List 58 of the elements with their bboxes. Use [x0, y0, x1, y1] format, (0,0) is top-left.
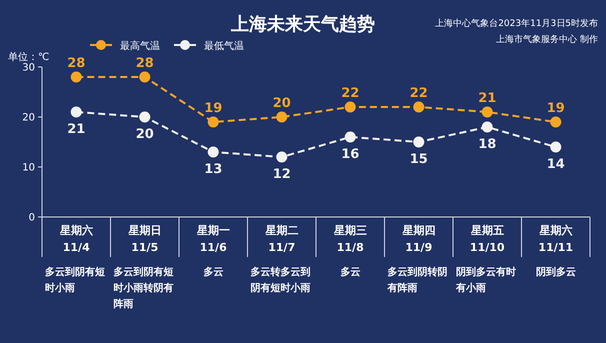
data-label: 15 — [410, 152, 428, 167]
data-label: 20 — [272, 96, 291, 111]
point — [482, 122, 493, 132]
text: 多云 — [203, 266, 224, 278]
x-tick-label: 星期四 11/9 — [401, 224, 436, 254]
point — [276, 112, 288, 122]
point — [70, 106, 82, 118]
x-tick-label: 星期日 11/5 — [127, 224, 162, 254]
data-label: 19 — [204, 101, 222, 116]
data-label: 21 — [478, 91, 496, 106]
point — [208, 116, 219, 128]
x-tick-label: 星期一 11/6 — [196, 224, 230, 254]
data-label: 16 — [341, 147, 360, 162]
y-tick-label: 10 — [22, 162, 35, 174]
text: 多云到阴有短时小雨转阴有阵雨 — [114, 266, 174, 310]
text: 上海市气象服务中心 制作 — [496, 34, 598, 45]
data-label: 14 — [546, 157, 565, 172]
data-label: 28 — [136, 56, 154, 71]
y-tick-label: 0 — [28, 212, 35, 224]
text: 上海中心气象台2023年11月3日5时发布 — [435, 18, 598, 29]
x-tick-label: 星期六 11/11 — [538, 224, 574, 254]
text: 多云 — [340, 266, 360, 278]
y-tick-label: 30 — [22, 62, 35, 74]
text: 多云到阴转阴有阵雨 — [386, 266, 448, 294]
data-label: 22 — [341, 86, 360, 101]
x-tick-label: 星期五 11/10 — [470, 224, 505, 254]
text: 多云到阴有短时小雨 — [45, 266, 105, 294]
data-label: 21 — [67, 122, 86, 137]
data-label: 19 — [546, 101, 565, 116]
text: 阴到多云 — [536, 266, 576, 278]
legend-label: 最高气温 — [120, 40, 160, 52]
data-label: 22 — [410, 86, 428, 101]
data-label: 28 — [67, 56, 86, 71]
point — [550, 142, 562, 152]
y-axis-title: 单位：℃ — [8, 51, 50, 63]
point — [208, 146, 219, 158]
point — [413, 136, 424, 148]
point — [550, 116, 562, 128]
chart-title: 上海未来天气趋势 — [230, 14, 375, 35]
point — [139, 72, 150, 82]
point — [482, 106, 493, 118]
legend-label: 最低气温 — [204, 40, 244, 52]
point — [413, 102, 424, 112]
x-tick-label: 星期三 11/8 — [332, 224, 367, 254]
data-label: 18 — [478, 137, 496, 152]
point — [344, 132, 356, 142]
text: 多云转多云到阴有短时小雨 — [250, 266, 310, 294]
point — [276, 152, 288, 162]
y-tick-label: 20 — [22, 112, 35, 124]
data-label: 12 — [272, 167, 291, 182]
text: 阴到多云有时有小雨 — [455, 266, 516, 294]
point — [139, 112, 150, 122]
data-label: 13 — [204, 162, 222, 177]
point — [344, 102, 356, 112]
point — [70, 72, 82, 82]
x-tick-label: 星期六 11/4 — [58, 224, 93, 254]
x-tick-label: 星期二 11/7 — [264, 224, 298, 254]
data-label: 20 — [136, 127, 154, 142]
